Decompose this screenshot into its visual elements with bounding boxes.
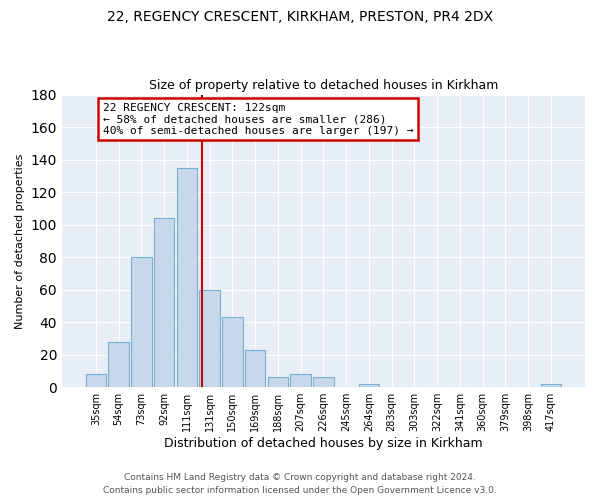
Bar <box>541 384 561 387</box>
X-axis label: Distribution of detached houses by size in Kirkham: Distribution of detached houses by size … <box>164 437 483 450</box>
Bar <box>109 342 129 387</box>
Text: 22, REGENCY CRESCENT, KIRKHAM, PRESTON, PR4 2DX: 22, REGENCY CRESCENT, KIRKHAM, PRESTON, … <box>107 10 493 24</box>
Text: 22 REGENCY CRESCENT: 122sqm
← 58% of detached houses are smaller (286)
40% of se: 22 REGENCY CRESCENT: 122sqm ← 58% of det… <box>103 102 413 136</box>
Bar <box>268 378 288 387</box>
Bar <box>199 290 220 387</box>
Bar <box>290 374 311 387</box>
Bar <box>131 257 152 387</box>
Bar <box>245 350 265 387</box>
Y-axis label: Number of detached properties: Number of detached properties <box>15 153 25 328</box>
Text: Contains HM Land Registry data © Crown copyright and database right 2024.
Contai: Contains HM Land Registry data © Crown c… <box>103 474 497 495</box>
Title: Size of property relative to detached houses in Kirkham: Size of property relative to detached ho… <box>149 79 498 92</box>
Bar <box>86 374 106 387</box>
Bar <box>222 318 242 387</box>
Bar <box>359 384 379 387</box>
Bar <box>177 168 197 387</box>
Bar <box>154 218 175 387</box>
Bar <box>313 378 334 387</box>
